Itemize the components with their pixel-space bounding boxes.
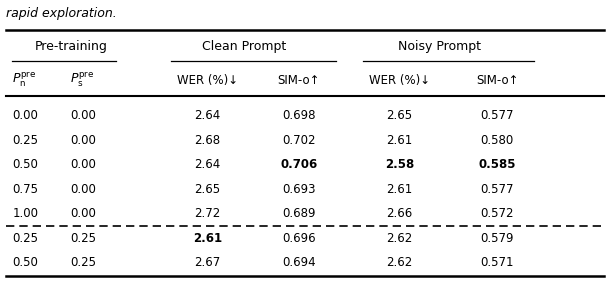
Text: 0.694: 0.694 — [282, 256, 316, 269]
Text: 0.706: 0.706 — [280, 158, 318, 171]
Text: 2.64: 2.64 — [194, 109, 221, 122]
Text: 2.67: 2.67 — [194, 256, 221, 269]
Text: 0.00: 0.00 — [70, 134, 96, 147]
Text: 0.577: 0.577 — [481, 183, 514, 196]
Text: rapid exploration.: rapid exploration. — [6, 7, 117, 20]
Text: 0.25: 0.25 — [70, 256, 96, 269]
Text: 2.65: 2.65 — [387, 109, 412, 122]
Text: 0.572: 0.572 — [481, 207, 514, 220]
Text: Pre-training: Pre-training — [35, 40, 108, 53]
Text: $P_{\mathrm{s}}^{\mathrm{pre}}$: $P_{\mathrm{s}}^{\mathrm{pre}}$ — [70, 71, 95, 89]
Text: WER (%)↓: WER (%)↓ — [369, 74, 430, 87]
Text: 0.00: 0.00 — [70, 158, 96, 171]
Text: 0.00: 0.00 — [70, 183, 96, 196]
Text: 0.50: 0.50 — [12, 256, 38, 269]
Text: 0.585: 0.585 — [478, 158, 516, 171]
Text: WER (%)↓: WER (%)↓ — [177, 74, 238, 87]
Text: SIM-o↑: SIM-o↑ — [278, 74, 320, 87]
Text: 0.50: 0.50 — [12, 158, 38, 171]
Text: 0.698: 0.698 — [282, 109, 315, 122]
Text: 2.61: 2.61 — [193, 232, 222, 245]
Text: 2.64: 2.64 — [194, 158, 221, 171]
Text: 0.00: 0.00 — [70, 207, 96, 220]
Text: 0.571: 0.571 — [481, 256, 514, 269]
Text: 0.580: 0.580 — [481, 134, 514, 147]
Text: 2.61: 2.61 — [386, 134, 413, 147]
Text: 0.689: 0.689 — [282, 207, 315, 220]
Text: 2.66: 2.66 — [386, 207, 413, 220]
Text: 0.577: 0.577 — [481, 109, 514, 122]
Text: 0.00: 0.00 — [12, 109, 38, 122]
Text: 2.68: 2.68 — [195, 134, 220, 147]
Text: Clean Prompt: Clean Prompt — [202, 40, 286, 53]
Text: SIM-o↑: SIM-o↑ — [476, 74, 518, 87]
Text: 2.58: 2.58 — [385, 158, 414, 171]
Text: Noisy Prompt: Noisy Prompt — [398, 40, 481, 53]
Text: 0.579: 0.579 — [481, 232, 514, 245]
Text: 0.25: 0.25 — [12, 134, 38, 147]
Text: 2.65: 2.65 — [195, 183, 220, 196]
Text: 0.75: 0.75 — [12, 183, 38, 196]
Text: 2.62: 2.62 — [386, 232, 413, 245]
Text: $P_{\mathrm{n}}^{\mathrm{pre}}$: $P_{\mathrm{n}}^{\mathrm{pre}}$ — [12, 71, 37, 89]
Text: 2.62: 2.62 — [386, 256, 413, 269]
Text: 0.702: 0.702 — [282, 134, 315, 147]
Text: 2.61: 2.61 — [386, 183, 413, 196]
Text: 0.693: 0.693 — [282, 183, 315, 196]
Text: 0.00: 0.00 — [70, 109, 96, 122]
Text: 2.72: 2.72 — [194, 207, 221, 220]
Text: 0.25: 0.25 — [70, 232, 96, 245]
Text: 0.25: 0.25 — [12, 232, 38, 245]
Text: 1.00: 1.00 — [12, 207, 38, 220]
Text: 0.696: 0.696 — [282, 232, 316, 245]
